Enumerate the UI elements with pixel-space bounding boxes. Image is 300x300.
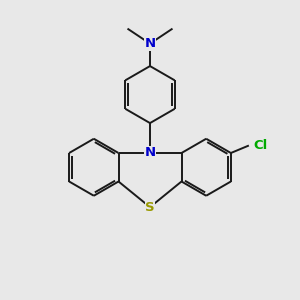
Text: N: N bbox=[144, 146, 156, 160]
Text: Cl: Cl bbox=[254, 139, 268, 152]
Text: S: S bbox=[145, 201, 155, 214]
Text: N: N bbox=[144, 37, 156, 50]
